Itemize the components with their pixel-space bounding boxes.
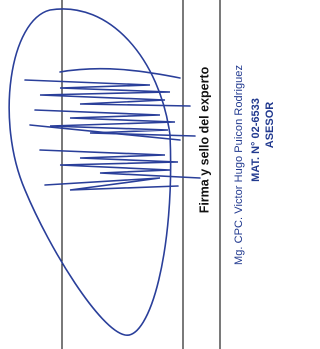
- document-page: Firma y sello del experto Mg. CPC. Victo…: [0, 0, 302, 349]
- signature-label: Firma y sello del experto: [197, 66, 211, 213]
- stamp-registration: MAT. N° 02-6533: [250, 98, 262, 182]
- stamp-name: Mg. CPC. Victor Hugo Puicon Rodriguez: [233, 65, 245, 265]
- stamp-role: ASESOR: [264, 102, 276, 149]
